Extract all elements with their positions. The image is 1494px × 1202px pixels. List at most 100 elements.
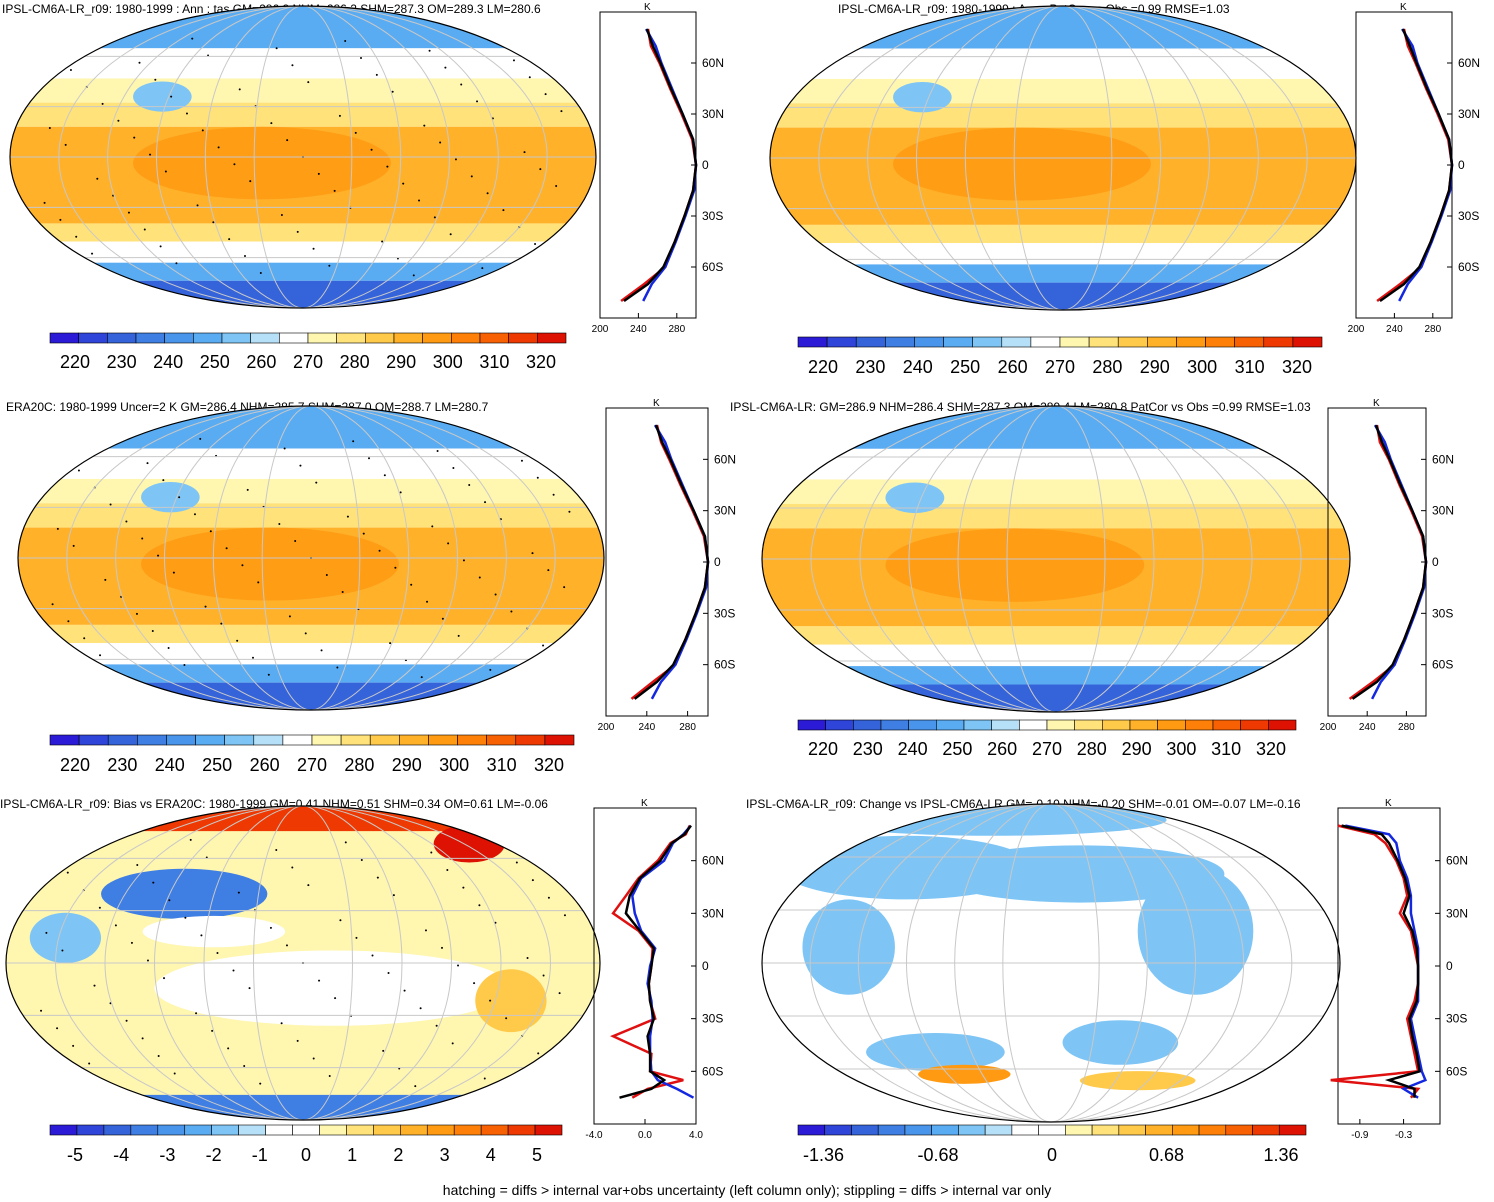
colorbar-tick-label: 1 [347, 1145, 358, 1165]
colorbar-tick-label: 230 [106, 352, 137, 372]
profile-line-mean [633, 424, 710, 700]
profile-ytick-label: 60S [714, 658, 735, 672]
colorbar-swatch [340, 734, 371, 746]
colorbar-tick-label: 270 [1031, 739, 1063, 759]
profile-ytick-label: 60S [702, 260, 723, 274]
colorbar-tick-label: 1.36 [1263, 1145, 1299, 1165]
colorbar-tick-label: 220 [807, 357, 839, 377]
profile-unit-label: K [1400, 2, 1407, 13]
colorbar-tick-label: 270 [292, 352, 324, 372]
colorbar-tick-label: 280 [1092, 357, 1123, 377]
profile-xtick-label: 200 [1348, 324, 1365, 335]
colorbar-tick-label: 300 [432, 352, 463, 372]
colorbar-swatch [824, 1124, 852, 1136]
colorbar-tick-label: 250 [950, 357, 981, 377]
profile-xtick-label: 4.0 [689, 1130, 703, 1141]
colorbar-swatch [1046, 719, 1075, 731]
colorbar-swatch [1118, 1124, 1146, 1136]
colorbar-swatch [238, 1124, 266, 1136]
zonal-profile: 60N 30N 0 30S 60S K -0.9 -0.3 [1330, 798, 1468, 1141]
zonal-profile: 60N 30N 0 30S 60S K 200 240 280 [1348, 2, 1480, 335]
colorbar-swatch [1065, 1124, 1093, 1136]
map-panel [769, 5, 1357, 311]
colorbar-swatch [1252, 1124, 1280, 1136]
profile-ytick-label: 60N [714, 452, 736, 466]
colorbar-swatch [1292, 336, 1323, 348]
colorbar-swatch [507, 1124, 536, 1136]
colorbar-swatch [1059, 336, 1090, 348]
colorbar-swatch [1234, 336, 1265, 348]
colorbar-tick-label: 300 [1187, 357, 1218, 377]
colorbar-tick-label: 230 [852, 739, 883, 759]
colorbar-swatch [49, 1124, 78, 1136]
colorbar [49, 1124, 563, 1136]
colorbar-swatch [515, 734, 546, 746]
colorbar-tick-label: 320 [1281, 357, 1313, 377]
colorbar-swatch [78, 734, 109, 746]
colorbar-swatch [537, 332, 567, 344]
profile-ytick-label: 30S [702, 209, 723, 223]
colorbar-swatch [880, 719, 909, 731]
colorbar-swatch [282, 734, 313, 746]
colorbar-swatch [1205, 336, 1235, 348]
colorbar-tick-label: 220 [807, 739, 839, 759]
profile-xtick-label: 240 [1386, 324, 1403, 335]
colorbar-swatch [195, 734, 225, 746]
colorbar-tick-label: -1.36 [803, 1145, 845, 1165]
colorbar-swatch [1185, 719, 1214, 731]
colorbar-swatch [936, 719, 965, 731]
colorbar-swatch [1129, 719, 1158, 731]
map-panel [17, 405, 605, 711]
colorbar-tick-label: 270 [296, 755, 328, 775]
colorbar-swatch [157, 1124, 186, 1136]
profile-line-obs [1370, 424, 1428, 700]
colorbar-swatch [253, 734, 284, 746]
colorbar-tick-label: 290 [1139, 357, 1170, 377]
profile-ytick-label: 30N [1432, 504, 1454, 518]
colorbar-tick-label: 320 [533, 755, 565, 775]
colorbar-swatch [250, 332, 280, 344]
profile-line-mean [1379, 28, 1454, 303]
profile-xtick-label: -0.9 [1351, 1130, 1369, 1141]
colorbar-swatch [851, 1124, 879, 1136]
colorbar-swatch [107, 332, 137, 344]
zonal-profile: 60N 30N 0 30S 60S K 200 240 280 [598, 398, 736, 733]
colorbar-tick-label: 260 [246, 352, 277, 372]
colorbar-tick-label: 280 [1076, 739, 1107, 759]
zonal-profile: 60N 30N 0 30S 60S K 200 240 280 [592, 2, 724, 335]
colorbar [797, 336, 1323, 348]
colorbar-swatch [78, 332, 108, 344]
profile-line-model [1348, 424, 1428, 700]
colorbar-swatch [49, 332, 79, 344]
panel-title: IPSL-CM6A-LR_r09: Change vs IPSL-CM6A-LR… [746, 797, 1301, 811]
profile-xtick-label: 240 [1359, 722, 1376, 733]
colorbar-swatch [508, 332, 538, 344]
colorbar-swatch [797, 336, 828, 348]
colorbar-swatch [1038, 1124, 1066, 1136]
colorbar-swatch [307, 332, 337, 344]
colorbar-swatch [1019, 719, 1048, 731]
colorbar-tick-label: 250 [942, 739, 973, 759]
colorbar-swatch [1147, 336, 1177, 348]
profile-xtick-label: 200 [1320, 722, 1337, 733]
colorbar-tick-label: 280 [344, 755, 375, 775]
colorbar-tick-label: 270 [1044, 357, 1076, 377]
profile-ytick-label: 0 [1458, 158, 1465, 172]
profile-ytick-label: 0 [1432, 555, 1439, 569]
profile-ytick-label: 60N [702, 854, 724, 868]
colorbar-swatch [130, 1124, 159, 1136]
profile-ytick-label: 30S [1446, 1012, 1467, 1026]
profile-ytick-label: 30N [1458, 107, 1480, 121]
colorbar-swatch [1225, 1124, 1253, 1136]
colorbar-tick-label: 280 [339, 352, 370, 372]
profile-xtick-label: 280 [679, 722, 696, 733]
profile-ytick-label: 0 [714, 555, 721, 569]
colorbar-swatch [1030, 336, 1061, 348]
profile-line-obs [1398, 28, 1454, 302]
colorbar [49, 332, 567, 344]
colorbar-swatch [1198, 1124, 1227, 1136]
colorbar-swatch [914, 336, 944, 348]
colorbar-tick-label: 260 [249, 755, 280, 775]
profile-line-obs [1345, 824, 1428, 1099]
colorbar-swatch [1172, 1124, 1200, 1136]
